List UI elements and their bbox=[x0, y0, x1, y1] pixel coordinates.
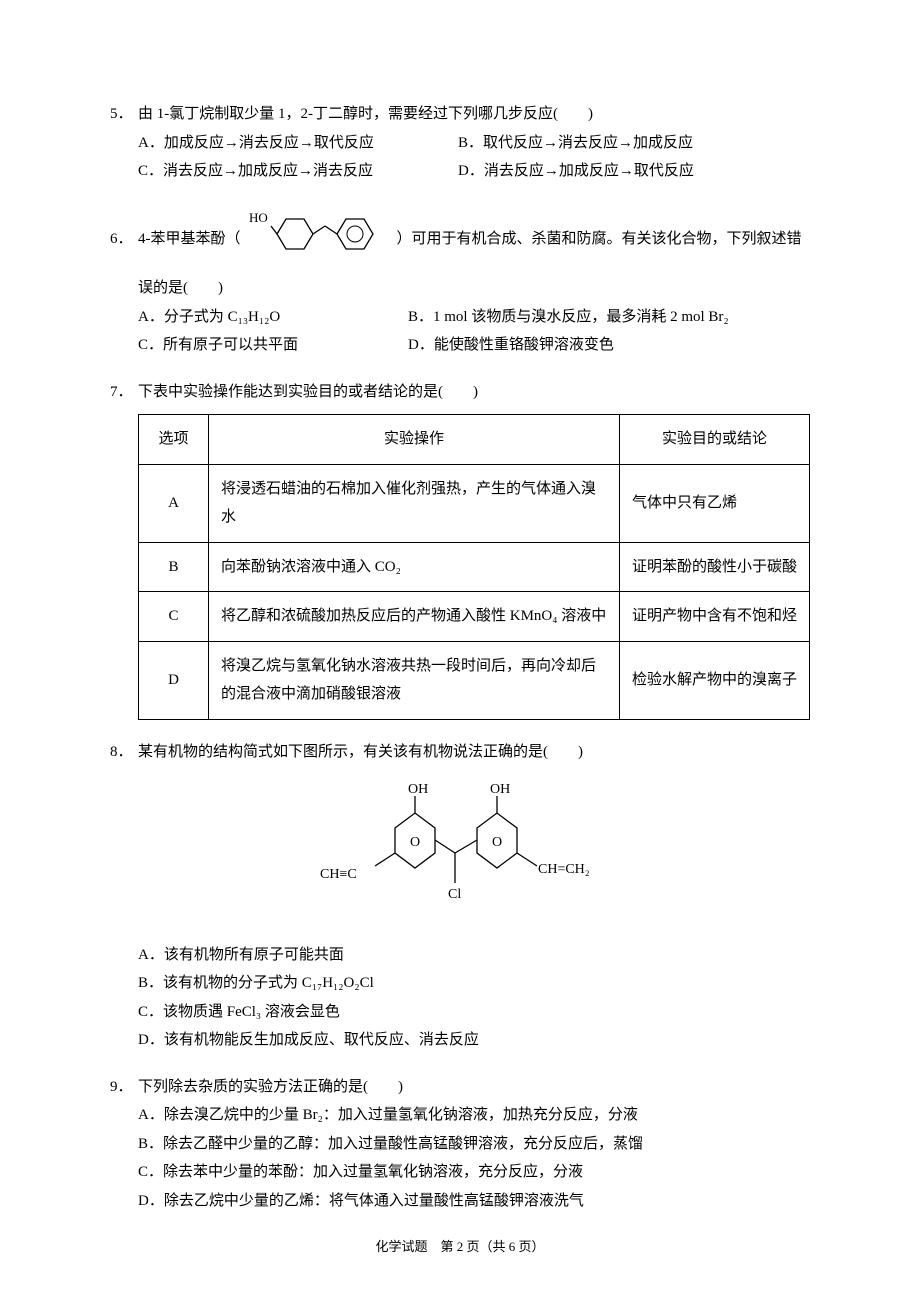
q8-text: 某有机物的结构简式如下图所示，有关该有机物说法正确的是( ) bbox=[138, 738, 810, 767]
question-9: 9． 下列除去杂质的实验方法正确的是( ) A．除去溴乙烷中的少量 Br₂：加入… bbox=[110, 1073, 810, 1216]
o-label-icon: O bbox=[492, 835, 502, 850]
q8-option-b: B．该有机物的分子式为 C₁₇H₁₂O₂Cl bbox=[110, 969, 810, 998]
table-header-row: 选项 实验操作 实验目的或结论 bbox=[139, 415, 810, 465]
q6-stem-line1: 6． 4-苯甲基苯酚（ HO ）可用于有机合成、杀菌和防腐。有关该化合物，下列叙… bbox=[110, 204, 810, 275]
chch2-label-icon: CH=CH₂ bbox=[538, 862, 590, 877]
q7-table: 选项 实验操作 实验目的或结论 A 将浸透石蜡油的石棉加入催化剂强热，产生的气体… bbox=[138, 414, 810, 720]
q6-molecule-icon: HO bbox=[249, 204, 389, 275]
q8-option-c: C．该物质遇 FeCl₃ 溶液会显色 bbox=[110, 998, 810, 1027]
q9-text: 下列除去杂质的实验方法正确的是( ) bbox=[138, 1073, 810, 1102]
q8-molecule-icon: OH OH O O Cl CH≡C CH=CH₂ bbox=[110, 778, 810, 929]
q8-number: 8． bbox=[110, 738, 138, 767]
question-8: 8． 某有机物的结构简式如下图所示，有关该有机物说法正确的是( ) OH OH … bbox=[110, 738, 810, 1055]
q9-option-b: B．除去乙醛中少量的乙醇：加入过量酸性高锰酸钾溶液，充分反应后，蒸馏 bbox=[110, 1130, 810, 1159]
cell: 检验水解产物中的溴离子 bbox=[620, 641, 810, 719]
q7-stem: 7． 下表中实验操作能达到实验目的或者结论的是( ) bbox=[110, 378, 810, 407]
q5-text: 由 1-氯丁烷制取少量 1，2-丁二醇时，需要经过下列哪几步反应( ) bbox=[138, 100, 810, 129]
question-5: 5． 由 1-氯丁烷制取少量 1，2-丁二醇时，需要经过下列哪几步反应( ) A… bbox=[110, 100, 810, 186]
q6-prefix: 4-苯甲基苯酚（ bbox=[138, 225, 241, 254]
col-operation: 实验操作 bbox=[209, 415, 620, 465]
oh-label-icon: OH bbox=[490, 782, 510, 797]
q5-number: 5． bbox=[110, 100, 138, 129]
cell: 向苯酚钠浓溶液中通入 CO₂ bbox=[209, 542, 620, 592]
question-6: 6． 4-苯甲基苯酚（ HO ）可用于有机合成、杀菌和防腐。有关该化合物，下列叙… bbox=[110, 204, 810, 360]
q6-option-a: A．分子式为 C₁₃H₁₂O bbox=[138, 303, 368, 332]
oh-label-icon: OH bbox=[408, 782, 428, 797]
page-footer: 化学试题 第 2 页（共 6 页） bbox=[110, 1235, 810, 1260]
q5-option-d: D．消去反应→加成反应→取代反应 bbox=[458, 157, 738, 186]
table-row: B 向苯酚钠浓溶液中通入 CO₂ 证明苯酚的酸性小于碳酸 bbox=[139, 542, 810, 592]
q6-option-d: D．能使酸性重铬酸钾溶液变色 bbox=[408, 331, 688, 360]
table-row: D 将溴乙烷与氢氧化钠水溶液共热一段时间后，再向冷却后的混合液中滴加硝酸银溶液 … bbox=[139, 641, 810, 719]
cl-label-icon: Cl bbox=[448, 887, 461, 902]
cell: B bbox=[139, 542, 209, 592]
cell: 将乙醇和浓硫酸加热反应后的产物通入酸性 KMnO₄ 溶液中 bbox=[209, 592, 620, 642]
q5-option-c: C．消去反应→加成反应→消去反应 bbox=[138, 157, 418, 186]
o-label-icon: O bbox=[410, 835, 420, 850]
ho-label-icon: HO bbox=[249, 210, 268, 225]
question-7: 7． 下表中实验操作能达到实验目的或者结论的是( ) 选项 实验操作 实验目的或… bbox=[110, 378, 810, 720]
q7-table-wrap: 选项 实验操作 实验目的或结论 A 将浸透石蜡油的石棉加入催化剂强热，产生的气体… bbox=[110, 414, 810, 720]
q8-option-d: D．该有机物能反生加成反应、取代反应、消去反应 bbox=[110, 1026, 810, 1055]
q6-number: 6． bbox=[110, 225, 138, 254]
cell: 证明苯酚的酸性小于碳酸 bbox=[620, 542, 810, 592]
col-option: 选项 bbox=[139, 415, 209, 465]
q8-option-a: A．该有机物所有原子可能共面 bbox=[110, 941, 810, 970]
chc-label-icon: CH≡C bbox=[320, 867, 357, 882]
cell: 气体中只有乙烯 bbox=[620, 464, 810, 542]
q9-option-a: A．除去溴乙烷中的少量 Br₂：加入过量氢氧化钠溶液，加热充分反应，分液 bbox=[110, 1101, 810, 1130]
table-row: C 将乙醇和浓硫酸加热反应后的产物通入酸性 KMnO₄ 溶液中 证明产物中含有不… bbox=[139, 592, 810, 642]
q5-option-a: A．加成反应→消去反应→取代反应 bbox=[138, 129, 418, 158]
q6-option-b: B．1 mol 该物质与溴水反应，最多消耗 2 mol Br₂ bbox=[408, 303, 729, 332]
q7-text: 下表中实验操作能达到实验目的或者结论的是( ) bbox=[138, 378, 810, 407]
q6-options: A．分子式为 C₁₃H₁₂O B．1 mol 该物质与溴水反应，最多消耗 2 m… bbox=[110, 303, 810, 360]
cell: A bbox=[139, 464, 209, 542]
q9-number: 9． bbox=[110, 1073, 138, 1102]
q9-option-c: C．除去苯中少量的苯酚：加入过量氢氧化钠溶液，充分反应，分液 bbox=[110, 1158, 810, 1187]
cell: C bbox=[139, 592, 209, 642]
q9-stem: 9． 下列除去杂质的实验方法正确的是( ) bbox=[110, 1073, 810, 1102]
col-conclusion: 实验目的或结论 bbox=[620, 415, 810, 465]
q7-number: 7． bbox=[110, 378, 138, 407]
q8-stem: 8． 某有机物的结构简式如下图所示，有关该有机物说法正确的是( ) bbox=[110, 738, 810, 767]
cell: 证明产物中含有不饱和烃 bbox=[620, 592, 810, 642]
q9-option-d: D．除去乙烷中少量的乙烯：将气体通入过量酸性高锰酸钾溶液洗气 bbox=[110, 1187, 810, 1216]
cell: 将浸透石蜡油的石棉加入催化剂强热，产生的气体通入溴水 bbox=[209, 464, 620, 542]
table-row: A 将浸透石蜡油的石棉加入催化剂强热，产生的气体通入溴水 气体中只有乙烯 bbox=[139, 464, 810, 542]
q6-option-c: C．所有原子可以共平面 bbox=[138, 331, 368, 360]
q6-stem-line2: 误的是( ) bbox=[110, 274, 810, 303]
q6-suffix: ）可用于有机合成、杀菌和防腐。有关该化合物，下列叙述错 bbox=[397, 225, 802, 254]
q5-options: A．加成反应→消去反应→取代反应 B．取代反应→消去反应→加成反应 C．消去反应… bbox=[110, 129, 810, 186]
q5-stem: 5． 由 1-氯丁烷制取少量 1，2-丁二醇时，需要经过下列哪几步反应( ) bbox=[110, 100, 810, 129]
q5-option-b: B．取代反应→消去反应→加成反应 bbox=[458, 129, 738, 158]
cell: 将溴乙烷与氢氧化钠水溶液共热一段时间后，再向冷却后的混合液中滴加硝酸银溶液 bbox=[209, 641, 620, 719]
cell: D bbox=[139, 641, 209, 719]
